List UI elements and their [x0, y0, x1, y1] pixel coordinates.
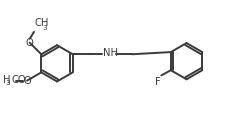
Text: CH: CH [34, 18, 48, 28]
Text: H: H [3, 75, 10, 85]
Text: 3: 3 [42, 25, 47, 31]
Text: O: O [23, 76, 31, 86]
Text: NH: NH [103, 48, 118, 58]
Text: CO: CO [12, 75, 27, 85]
Text: O: O [26, 38, 34, 48]
Text: F: F [155, 77, 161, 87]
Text: 3: 3 [6, 80, 10, 86]
